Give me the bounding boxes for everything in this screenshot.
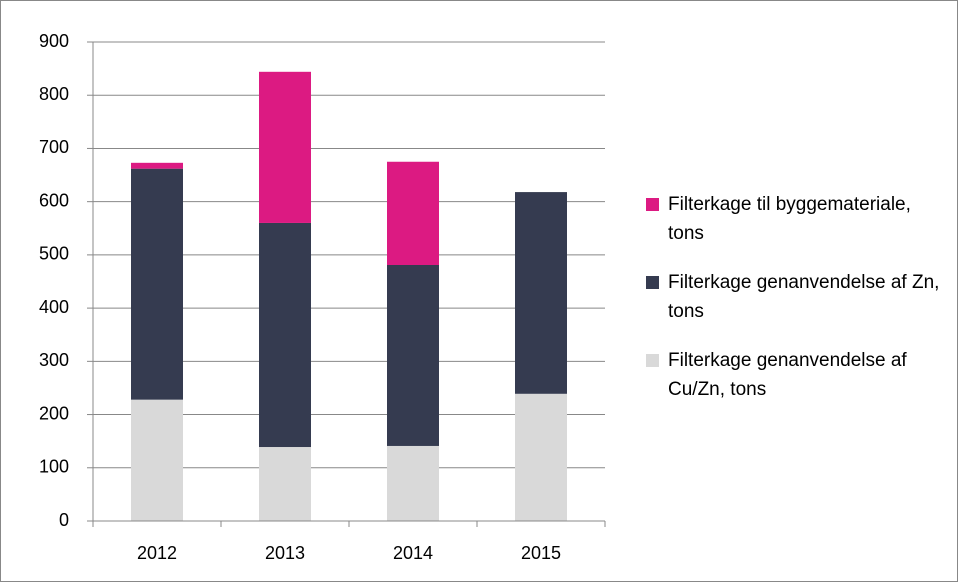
x-tick-label: 2015	[521, 543, 561, 563]
legend-item: Filterkage til byggemateriale, tons	[646, 190, 946, 248]
bar-segment	[515, 192, 567, 394]
legend-swatch	[646, 354, 659, 367]
legend-label: Filterkage til byggemateriale, tons	[668, 194, 911, 244]
legend-item: Filterkage genanvendelse af Zn, tons	[646, 268, 946, 326]
y-tick-label: 200	[39, 403, 69, 423]
bar-segment	[259, 71, 311, 223]
y-tick-label: 400	[39, 297, 69, 317]
legend-item: Filterkage genanvendelse af Cu/Zn, tons	[646, 346, 946, 404]
y-tick-label: 600	[39, 190, 69, 210]
y-tick-label: 700	[39, 137, 69, 157]
legend-label: Filterkage genanvendelse af Zn, tons	[668, 272, 940, 322]
y-tick-label: 0	[59, 510, 69, 530]
bar-segment	[515, 393, 567, 521]
x-tick-label: 2013	[265, 543, 305, 563]
bar-segment	[387, 265, 439, 446]
legend-label: Filterkage genanvendelse af Cu/Zn, tons	[668, 350, 907, 400]
legend-swatch	[646, 276, 659, 289]
bar-segment	[131, 162, 183, 169]
legend: Filterkage til byggemateriale, tons Filte…	[646, 190, 946, 424]
bar-segment	[259, 447, 311, 521]
legend-swatch	[646, 198, 659, 211]
bar-segment	[259, 222, 311, 448]
bar-segment	[131, 399, 183, 521]
bar-segment	[387, 445, 439, 521]
y-tick-label: 100	[39, 457, 69, 477]
x-tick-label: 2014	[393, 543, 433, 563]
bar-segment	[131, 168, 183, 400]
x-tick-label: 2012	[137, 543, 177, 563]
y-tick-label: 900	[39, 31, 69, 51]
y-tick-label: 300	[39, 350, 69, 370]
y-tick-label: 800	[39, 84, 69, 104]
y-tick-label: 500	[39, 244, 69, 264]
bar-segment	[387, 161, 439, 266]
